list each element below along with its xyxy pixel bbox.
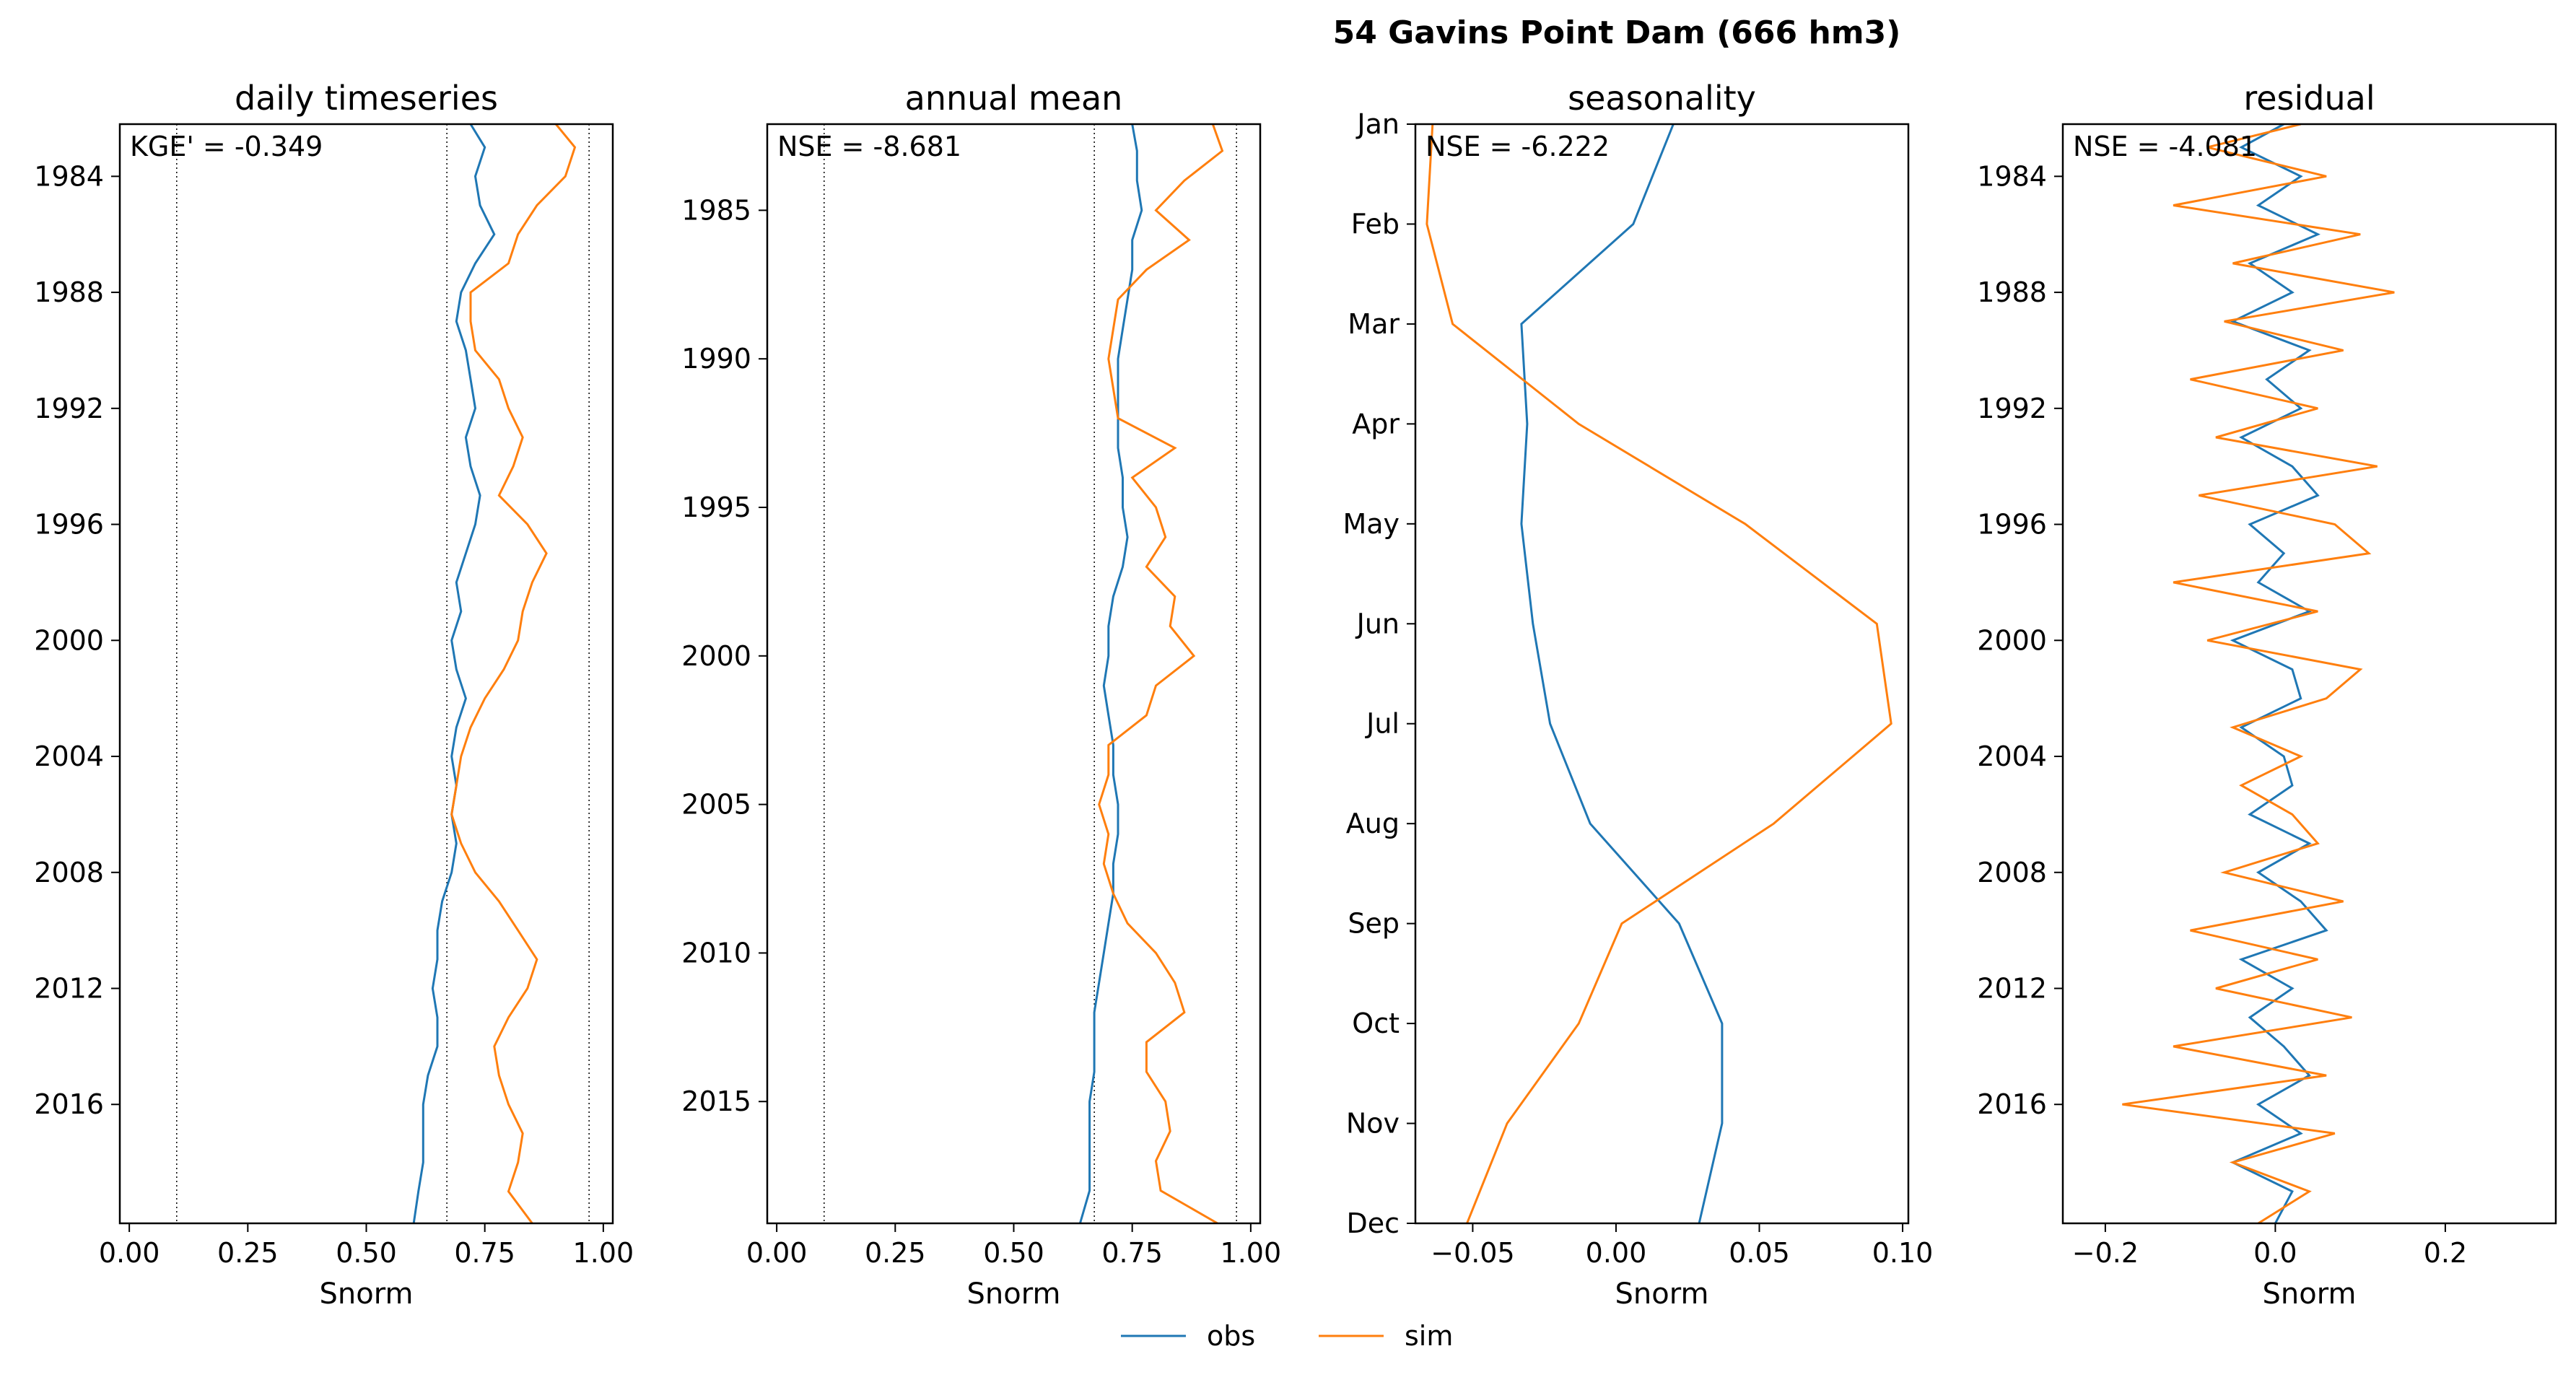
x-tick-label: 0.2 — [2424, 1237, 2467, 1269]
chart-panel-3: −0.05 0.00 0.05 0.10 Jan Feb Mar Apr May Jun Jul Au… — [1342, 79, 1933, 1311]
x-tick-label: 0.50 — [983, 1237, 1044, 1269]
y-tick-label: 2000 — [681, 640, 751, 672]
y-tick-label: Dec — [1346, 1207, 1400, 1239]
panel-title: daily timeseries — [235, 79, 498, 118]
y-tick-label: 2016 — [34, 1088, 104, 1120]
panel-title: seasonality — [1568, 79, 1756, 118]
y-tick-label: 1984 — [1977, 160, 2047, 192]
y-tick-label: Jul — [1365, 708, 1400, 740]
axes-frame — [766, 123, 1262, 1225]
x-axis-label: Snorm — [320, 1277, 414, 1311]
y-tick-label: Feb — [1351, 208, 1400, 240]
y-tick-label: 1984 — [34, 160, 104, 192]
y-tick-label: 2000 — [1977, 624, 2047, 656]
y-tick-label: 2010 — [681, 937, 751, 969]
y-tick-label: Aug — [1346, 808, 1400, 839]
x-tick-label: 0.00 — [99, 1237, 160, 1269]
chart-panels: 0.00 0.25 0.50 0.75 1.00 1984 1988 1992 1996 2000… — [34, 79, 2557, 1311]
legend-sim-label: sim — [1405, 1320, 1453, 1352]
chart-panel-4: −0.2 0.0 0.2 1984 1988 1992 1996 2000 2004 2008 20… — [1977, 79, 2557, 1311]
y-tick-label: Mar — [1348, 308, 1400, 340]
x-tick-label: 0.00 — [1586, 1237, 1647, 1269]
y-tick-label: Sep — [1348, 908, 1400, 940]
y-tick-label: Apr — [1352, 408, 1400, 440]
x-tick-label: −0.2 — [2072, 1237, 2139, 1269]
y-tick-label: Nov — [1346, 1108, 1400, 1140]
series-sim-line — [1425, 124, 1892, 1223]
legend-obs-label: obs — [1207, 1320, 1255, 1352]
y-tick-label: 2008 — [34, 857, 104, 888]
x-tick-label: 1.00 — [573, 1237, 634, 1269]
series-obs-line — [2230, 124, 2328, 1223]
chart-panel-2: 0.00 0.25 0.50 0.75 1.00 1985 1990 1995 2000 2005… — [681, 79, 1281, 1311]
y-tick-label: Oct — [1352, 1008, 1400, 1039]
y-tick-label: 1996 — [34, 509, 104, 541]
x-tick-label: 0.50 — [336, 1237, 397, 1269]
series-obs-line — [412, 124, 496, 1223]
y-tick-label: 2012 — [1977, 973, 2047, 1005]
y-tick-label: 1995 — [681, 491, 751, 523]
chart-panel-1: 0.00 0.25 0.50 0.75 1.00 1984 1988 1992 1996 2000… — [34, 79, 634, 1311]
x-tick-label: 0.10 — [1872, 1237, 1934, 1269]
x-tick-label: 0.0 — [2253, 1237, 2297, 1269]
metric-annotation: KGE' = -0.349 — [130, 131, 323, 162]
series-obs-line — [1078, 124, 1143, 1223]
series-sim-line — [2122, 124, 2395, 1223]
y-tick-label: Jan — [1355, 108, 1400, 140]
figure-suptitle: 54 Gavins Point Dam (666 hm3) — [1333, 14, 1901, 51]
x-tick-label: 0.25 — [217, 1237, 279, 1269]
y-tick-label: 2016 — [1977, 1088, 2047, 1120]
x-tick-label: 1.00 — [1221, 1237, 1282, 1269]
x-tick-label: 0.00 — [746, 1237, 808, 1269]
y-tick-label: 2012 — [34, 973, 104, 1005]
x-axis-label: Snorm — [2263, 1277, 2357, 1311]
x-axis-label: Snorm — [967, 1277, 1061, 1311]
y-tick-label: 2005 — [681, 789, 751, 821]
panel-title: residual — [2243, 79, 2375, 118]
metric-annotation: NSE = -4.081 — [2073, 131, 2257, 162]
y-tick-label: 1996 — [1977, 509, 2047, 541]
y-tick-label: 1985 — [681, 194, 751, 226]
y-tick-label: Jun — [1355, 608, 1400, 639]
axes-frame — [1414, 123, 1910, 1225]
x-tick-label: 0.75 — [1101, 1237, 1163, 1269]
y-tick-label: 1988 — [34, 276, 104, 308]
y-tick-label: 2004 — [34, 740, 104, 772]
legend: obs sim — [1121, 1320, 1453, 1352]
x-axis-label: Snorm — [1615, 1277, 1709, 1311]
y-tick-label: 1990 — [681, 343, 751, 375]
y-tick-label: 1992 — [1977, 393, 2047, 424]
series-obs-line — [1520, 124, 1724, 1223]
y-tick-label: 1988 — [1977, 276, 2047, 308]
y-tick-label: May — [1342, 508, 1400, 540]
series-sim-line — [450, 124, 577, 1223]
x-tick-label: −0.05 — [1431, 1237, 1514, 1269]
x-tick-label: 0.25 — [865, 1237, 926, 1269]
metric-annotation: NSE = -6.222 — [1425, 131, 1610, 162]
panel-title: annual mean — [905, 79, 1123, 118]
y-tick-label: 2000 — [34, 624, 104, 656]
y-tick-label: 2004 — [1977, 740, 2047, 772]
y-tick-label: 2015 — [681, 1085, 751, 1117]
x-tick-label: 0.05 — [1729, 1237, 1790, 1269]
series-sim-line — [1098, 124, 1224, 1223]
metric-annotation: NSE = -8.681 — [777, 131, 961, 162]
axes-frame — [2061, 123, 2557, 1225]
y-tick-label: 2008 — [1977, 857, 2047, 888]
axes-frame — [118, 123, 614, 1225]
x-tick-label: 0.75 — [454, 1237, 515, 1269]
y-tick-label: 1992 — [34, 393, 104, 424]
